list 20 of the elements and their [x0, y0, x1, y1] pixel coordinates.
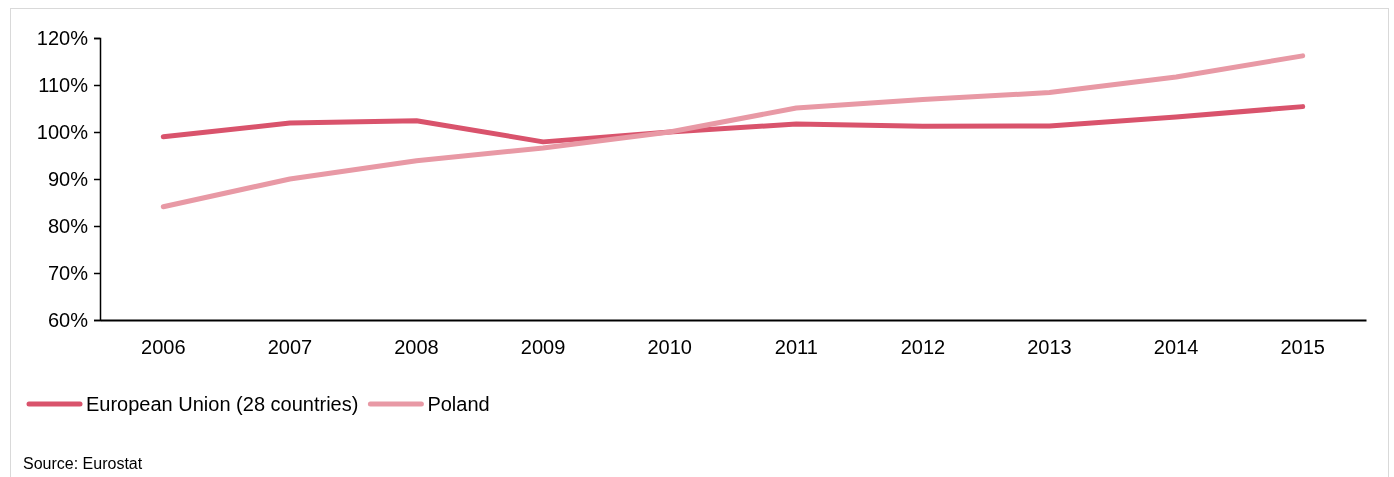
x-tick-label: 2008 [394, 336, 439, 359]
x-tick-label: 2013 [1027, 336, 1072, 359]
x-tick-label: 2012 [900, 336, 946, 359]
y-tick-label: 100% [36, 120, 89, 143]
y-tick-label: 110% [38, 73, 89, 96]
x-tick-label: 2015 [1280, 336, 1325, 359]
y-tick-label: 60% [47, 308, 89, 331]
legend-label: Poland [427, 393, 490, 415]
x-tick-label: 2007 [267, 336, 313, 359]
y-tick-label: 70% [47, 261, 89, 284]
source-note: Source: Eurostat [23, 455, 143, 472]
y-tick-label: 90% [47, 167, 89, 190]
x-tick-label: 2009 [520, 336, 566, 359]
y-tick-label: 120% [36, 26, 89, 49]
x-tick-label: 2010 [647, 336, 692, 359]
legend-label: European Union (28 countries) [86, 393, 359, 415]
x-tick-label: 2014 [1153, 336, 1199, 359]
x-tick-label: 2006 [141, 336, 186, 359]
x-tick-label: 2011 [774, 336, 818, 359]
y-tick-label: 80% [47, 214, 89, 237]
